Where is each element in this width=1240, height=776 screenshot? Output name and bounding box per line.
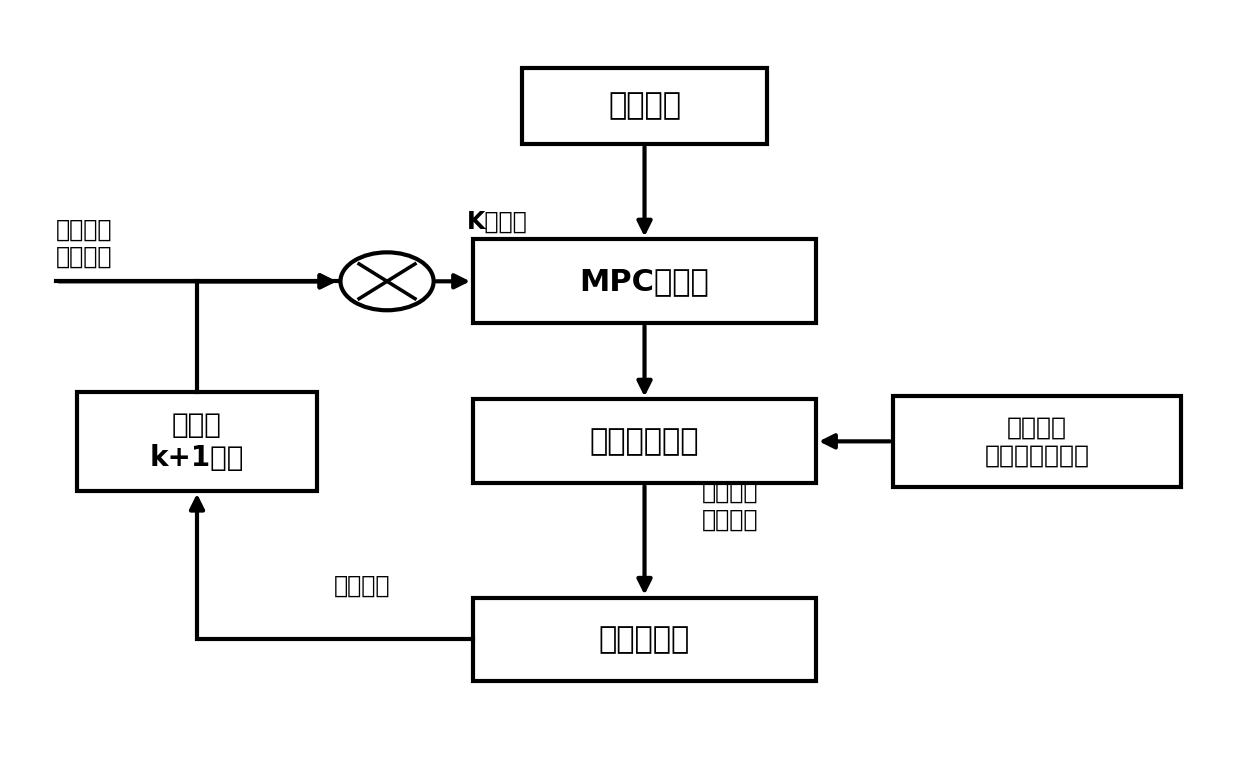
Text: 过去时序
（位移反馈值）: 过去时序 （位移反馈值）: [985, 415, 1090, 467]
Text: MPC控制器: MPC控制器: [579, 267, 709, 296]
Text: 参考输入
（轨迹）: 参考输入 （轨迹）: [56, 217, 113, 269]
FancyBboxPatch shape: [522, 68, 768, 144]
Text: 二次型函数: 二次型函数: [599, 625, 691, 654]
FancyBboxPatch shape: [472, 239, 816, 324]
Text: 过去和未
来的时序: 过去和未 来的时序: [702, 480, 759, 532]
FancyBboxPatch shape: [472, 400, 816, 483]
Text: 预测输出: 预测输出: [335, 574, 391, 598]
Text: K时刻控
制时序: K时刻控 制时序: [467, 210, 528, 262]
FancyBboxPatch shape: [472, 598, 816, 681]
Text: 外界干扰: 外界干扰: [608, 92, 681, 120]
FancyBboxPatch shape: [77, 392, 316, 491]
Circle shape: [341, 252, 434, 310]
FancyBboxPatch shape: [893, 396, 1180, 487]
Text: 应用第
k+1时序: 应用第 k+1时序: [150, 411, 244, 472]
Text: 离散线性模型: 离散线性模型: [590, 427, 699, 456]
